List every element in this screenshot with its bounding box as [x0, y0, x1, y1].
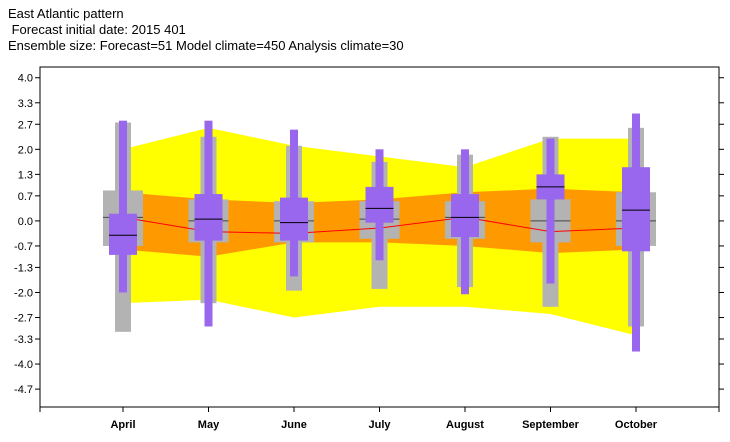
forecast-whisker	[119, 120, 127, 293]
ensemble-size-subtitle: Ensemble size: Forecast=51 Model climate…	[8, 38, 404, 53]
y-tick-label: 1.3	[18, 169, 33, 181]
forecast-box	[194, 194, 223, 241]
y-tick-label: 2.0	[18, 144, 33, 156]
y-tick-label: 4.0	[18, 73, 33, 85]
y-tick-label: 0.7	[18, 191, 33, 203]
x-tick-label: October	[615, 419, 658, 431]
x-tick-label: May	[198, 419, 220, 431]
forecast-box	[280, 197, 308, 241]
y-tick-label: -0.7	[14, 241, 33, 253]
forecast-date-subtitle: Forecast initial date: 2015 401	[8, 22, 186, 37]
y-tick-label: -4.7	[14, 384, 33, 396]
y-tick-label: 3.3	[18, 98, 33, 110]
forecast-box	[622, 167, 650, 252]
y-tick-label: -4.0	[14, 359, 33, 371]
x-tick-label: June	[281, 419, 307, 431]
x-tick-label: August	[446, 419, 484, 431]
forecast-box	[109, 213, 137, 255]
x-tick-label: September	[522, 419, 580, 431]
y-tick-label: -2.7	[14, 313, 33, 325]
x-tick-label: July	[368, 419, 391, 431]
y-tick-label: -3.3	[14, 334, 33, 346]
y-tick-label: -2.0	[14, 287, 33, 299]
y-tick-label: -1.3	[14, 262, 33, 274]
chart-title: East Atlantic pattern	[8, 6, 124, 21]
forecast-box	[365, 186, 394, 223]
y-tick-label: 2.7	[18, 119, 33, 131]
forecast-box	[451, 194, 479, 237]
x-tick-label: April	[110, 419, 135, 431]
y-tick-label: 0.0	[18, 216, 33, 228]
chart-titles: East Atlantic pattern Forecast initial d…	[8, 6, 404, 54]
forecast-whisker	[546, 138, 555, 284]
